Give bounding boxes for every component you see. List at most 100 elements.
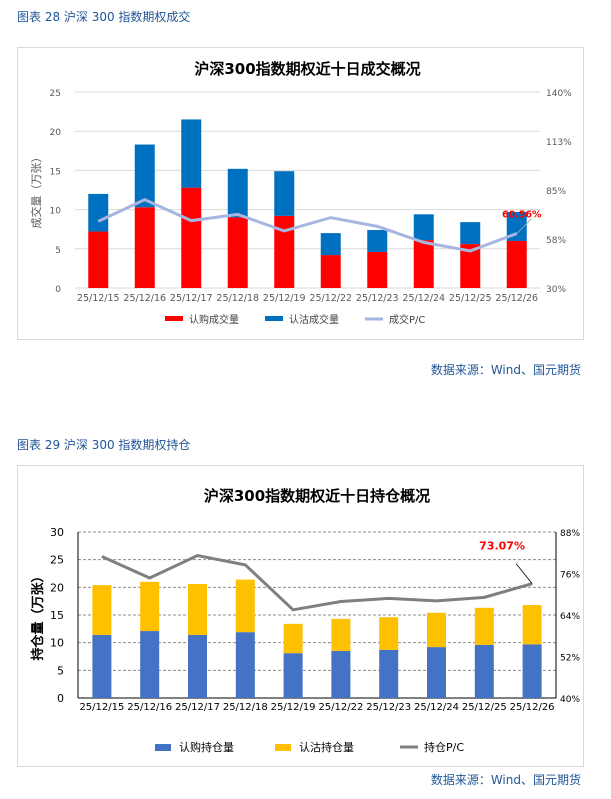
bar-认购持仓量: [331, 650, 351, 698]
y-tick-label: 15: [50, 609, 64, 622]
x-tick-label: 25/12/16: [123, 293, 166, 304]
y-tick-label: 10: [50, 637, 64, 650]
bar-认购成交量: [367, 251, 388, 288]
x-tick-label: 25/12/26: [495, 293, 538, 304]
annotation-leader: [515, 563, 533, 584]
bar-认沽成交量: [506, 211, 527, 241]
y2-tick-label: 85%: [546, 187, 566, 197]
bar-认购成交量: [506, 240, 527, 288]
y2-tick-label: 113%: [546, 138, 572, 148]
legend-swatch: [165, 316, 183, 321]
bar-认购成交量: [320, 255, 341, 288]
y-tick-label: 20: [50, 128, 62, 138]
chart-title: 沪深300指数期权近十日持仓概况: [204, 487, 430, 505]
volume-chart-box: [17, 47, 584, 340]
y2-tick-label: 40%: [560, 695, 580, 705]
y-tick-label: 5: [57, 664, 64, 677]
y2-tick-label: 58%: [546, 236, 566, 246]
x-tick-label: 25/12/22: [309, 293, 352, 304]
x-tick-label: 25/12/19: [271, 702, 316, 713]
bar-认沽持仓量: [235, 579, 255, 633]
bar-认沽持仓量: [140, 581, 160, 632]
x-tick-label: 25/12/18: [216, 293, 259, 304]
y-tick-label: 25: [50, 89, 61, 99]
bar-认购持仓量: [140, 631, 160, 698]
legend-swatch: [265, 316, 283, 321]
line-持仓P/C: [101, 553, 533, 612]
x-tick-label: 25/12/15: [77, 293, 120, 304]
x-tick-label: 25/12/16: [127, 702, 172, 713]
bar-认购持仓量: [92, 634, 112, 698]
legend-swatch: [155, 744, 171, 751]
x-tick-label: 25/12/24: [414, 702, 459, 713]
y2-tick-label: 52%: [560, 654, 580, 664]
y-axis-label: 成交量（万张）: [29, 152, 43, 229]
legend-label: 成交P/C: [389, 313, 425, 326]
y-tick-label: 25: [50, 554, 64, 567]
y-tick-label: 15: [50, 167, 61, 177]
x-tick-label: 25/12/18: [223, 702, 268, 713]
bar-认沽持仓量: [92, 585, 112, 635]
y-tick-label: 5: [55, 246, 61, 256]
bar-认购持仓量: [283, 653, 303, 698]
bar-认购持仓量: [474, 644, 494, 698]
bar-认沽成交量: [413, 214, 434, 241]
bar-认购成交量: [181, 187, 202, 288]
y-axis-label: 持仓量（万张）: [30, 569, 46, 660]
figure-28-caption: 图表 28 沪深 300 指数期权成交: [17, 10, 191, 24]
bar-认购成交量: [88, 231, 109, 288]
bar-认购成交量: [227, 217, 248, 288]
line-成交P/C: [97, 197, 518, 253]
legend-swatch: [275, 744, 291, 751]
y-tick-label: 10: [50, 207, 62, 217]
bar-认购持仓量: [379, 649, 399, 698]
bar-认购持仓量: [235, 632, 255, 698]
bar-认沽成交量: [88, 193, 109, 232]
bar-认购成交量: [274, 215, 295, 288]
y2-tick-label: 64%: [560, 612, 580, 622]
y-tick-label: 20: [50, 581, 64, 594]
legend-label: 认沽成交量: [289, 313, 339, 326]
bar-认沽持仓量: [379, 617, 399, 650]
y2-tick-label: 30%: [546, 285, 566, 295]
bar-认沽持仓量: [522, 605, 542, 645]
bar-认沽成交量: [181, 119, 202, 188]
x-tick-label: 25/12/25: [449, 293, 492, 304]
bar-认购持仓量: [522, 644, 542, 698]
bar-认沽持仓量: [427, 612, 446, 648]
y2-tick-label: 140%: [546, 89, 572, 99]
x-tick-label: 25/12/15: [79, 702, 124, 713]
bar-认沽持仓量: [331, 618, 351, 651]
annotation-label: 73.07%: [479, 540, 525, 553]
legend-label: 认购成交量: [189, 313, 239, 326]
bar-认购持仓量: [427, 647, 446, 698]
bar-认沽成交量: [274, 171, 295, 216]
annotation-leader: [516, 218, 533, 234]
legend-label: 持仓P/C: [424, 740, 464, 754]
bar-认沽成交量: [134, 144, 155, 208]
bar-认沽成交量: [320, 233, 341, 256]
y2-tick-label: 88%: [560, 529, 580, 539]
annotation-label: 60.56%: [502, 210, 542, 221]
x-tick-label: 25/12/17: [175, 702, 220, 713]
x-tick-label: 25/12/23: [356, 293, 399, 304]
x-tick-label: 25/12/24: [402, 293, 445, 304]
legend-label: 认购持仓量: [179, 740, 234, 754]
bar-认沽成交量: [460, 222, 481, 245]
chart-title: 沪深300指数期权近十日成交概况: [194, 60, 420, 78]
bar-认沽持仓量: [474, 607, 494, 645]
x-tick-label: 25/12/22: [318, 702, 363, 713]
y-tick-label: 0: [57, 692, 64, 705]
y-tick-label: 0: [55, 285, 61, 295]
y2-tick-label: 76%: [560, 571, 580, 581]
y-tick-label: 30: [50, 526, 64, 539]
bar-认购成交量: [134, 207, 155, 288]
figure-28-source: 数据来源：Wind、国元期货: [430, 363, 581, 377]
bar-认沽持仓量: [188, 584, 207, 635]
x-tick-label: 25/12/26: [510, 702, 555, 713]
bar-认沽成交量: [367, 229, 388, 252]
x-tick-label: 25/12/19: [263, 293, 306, 304]
bar-认购持仓量: [188, 634, 207, 698]
x-tick-label: 25/12/17: [170, 293, 213, 304]
figure-29-source: 数据来源：Wind、国元期货: [430, 773, 581, 787]
